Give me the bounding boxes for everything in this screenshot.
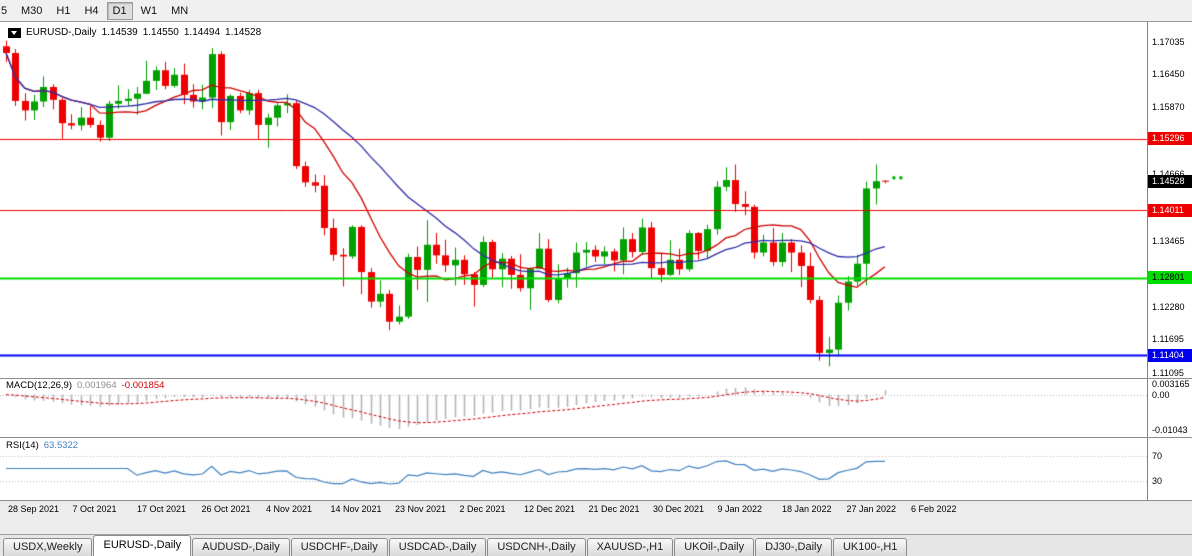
date-label-2-dec-2021: 2 Dec 2021	[459, 504, 506, 514]
price-badge-resistance-lower: 1.14011	[1148, 204, 1192, 217]
price-tick-1.12280: 1.12280	[1152, 302, 1185, 312]
timeframe-button-d1[interactable]: D1	[106, 2, 133, 20]
symbol-period-label: EURUSD-,Daily	[26, 27, 97, 38]
chart-tab-xauusd-h1[interactable]: XAUUSD-,H1	[586, 538, 674, 556]
date-label-12-dec-2021: 12 Dec 2021	[524, 504, 576, 514]
macd-indicator-label: MACD(12,26,9) 0.001964 -0.001854	[6, 380, 164, 391]
macd-name: MACD(12,26,9)	[6, 380, 72, 391]
price-chart-canvas[interactable]	[0, 22, 1147, 500]
chart-tab-ukoil-daily[interactable]: UKOil-,Daily	[674, 538, 755, 556]
ohlc-open-value: 1.14539	[101, 27, 138, 38]
timeframe-button-w1[interactable]: W1	[140, 5, 158, 17]
date-label-28-sep-2021: 28 Sep 2021	[8, 504, 60, 514]
chart-tab-uk100-h1[interactable]: UK100-,H1	[832, 538, 908, 556]
rsi-name: RSI(14)	[6, 440, 39, 451]
macd-axis-0.00: 0.00	[1152, 390, 1170, 400]
date-label-6-feb-2022: 6 Feb 2022	[911, 504, 957, 514]
price-tick-1.11695: 1.11695	[1152, 334, 1184, 344]
date-label-7-oct-2021: 7 Oct 2021	[72, 504, 117, 514]
price-badge-current-price: 1.14528	[1148, 175, 1192, 188]
date-label-14-nov-2021: 14 Nov 2021	[330, 504, 382, 514]
macd-current-value: 0.001964	[77, 380, 117, 391]
price-macd-splitter[interactable]	[0, 378, 1192, 379]
rsi-level-30: 30	[1152, 476, 1163, 486]
timeframe-button-h4[interactable]: H4	[84, 5, 99, 17]
ohlc-low-value: 1.14494	[183, 27, 221, 38]
chart-tab-usdx-weekly[interactable]: USDX,Weekly	[3, 538, 93, 556]
price-tick-1.16450: 1.16450	[1152, 69, 1185, 79]
price-badge-resistance-upper: 1.15296	[1148, 132, 1192, 145]
rsi-level-70: 70	[1152, 451, 1163, 461]
timeframe-toolbar: 5 M30 H1 H4 D1 W1 MN	[0, 0, 1192, 22]
rsi-current-value: 63.5322	[43, 440, 79, 451]
chart-ohlc-label: EURUSD-,Daily 1.14539 1.14550 1.14494 1.…	[8, 27, 261, 38]
macd-axis-0.003165: 0.003165	[1152, 379, 1190, 389]
date-label-27-jan-2022: 27 Jan 2022	[846, 504, 897, 514]
one-click-trading-icon[interactable]	[8, 27, 21, 38]
date-label-23-nov-2021: 23 Nov 2021	[395, 504, 447, 514]
macd-signal-value: -0.001854	[121, 380, 165, 391]
date-label-21-dec-2021: 21 Dec 2021	[588, 504, 640, 514]
date-label-17-oct-2021: 17 Oct 2021	[137, 504, 187, 514]
rsi-indicator-label: RSI(14) 63.5322	[6, 440, 78, 451]
chart-tab-audusd-daily[interactable]: AUDUSD-,Daily	[192, 538, 290, 556]
chart-tab-usdcad-daily[interactable]: USDCAD-,Daily	[388, 538, 487, 556]
macd-rsi-splitter[interactable]	[0, 437, 1192, 438]
timeframe-button-5[interactable]: 5	[1, 5, 8, 17]
date-label-9-jan-2022: 9 Jan 2022	[717, 504, 763, 514]
timeframe-button-m30[interactable]: M30	[21, 5, 43, 17]
date-label-30-dec-2021: 30 Dec 2021	[653, 504, 705, 514]
timeframe-button-mn[interactable]: MN	[171, 5, 189, 17]
price-axis-column: 1.17035 1.16450 1.15870 1.14666 1.13465 1.122…	[1147, 22, 1192, 500]
chart-tabs-bar: USDX,Weekly EURUSD-,Daily AUDUSD-,Daily USD…	[0, 534, 1192, 556]
price-tick-1.15870: 1.15870	[1152, 102, 1185, 112]
date-label-4-nov-2021: 4 Nov 2021	[266, 504, 313, 514]
chart-tab-eurusd-daily[interactable]: EURUSD-,Daily	[93, 535, 192, 556]
price-tick-1.14666: 1.14666	[1152, 169, 1185, 179]
price-badge-support-green: 1.12801	[1148, 271, 1192, 284]
price-tick-1.17035: 1.17035	[1152, 37, 1185, 47]
date-label-26-oct-2021: 26 Oct 2021	[201, 504, 251, 514]
ohlc-close-value: 1.14528	[225, 27, 262, 38]
price-tick-1.11095: 1.11095	[1152, 368, 1184, 378]
timeframe-button-h1[interactable]: H1	[56, 5, 71, 17]
chart-tab-dj30-daily[interactable]: DJ30-,Daily	[755, 538, 832, 556]
time-axis[interactable]: 28 Sep 2021 7 Oct 2021 17 Oct 2021 26 Oct 2…	[0, 500, 1192, 518]
ohlc-high-value: 1.14550	[142, 27, 179, 38]
macd-axis--0.01043: -0.01043	[1152, 425, 1188, 435]
date-label-18-jan-2022: 18 Jan 2022	[782, 504, 832, 514]
price-badge-support-blue: 1.11404	[1148, 349, 1192, 362]
chart-tab-usdcnh-daily[interactable]: USDCNH-,Daily	[487, 538, 586, 556]
price-tick-1.13465: 1.13465	[1152, 236, 1185, 246]
chart-tab-usdchf-daily[interactable]: USDCHF-,Daily	[290, 538, 388, 556]
